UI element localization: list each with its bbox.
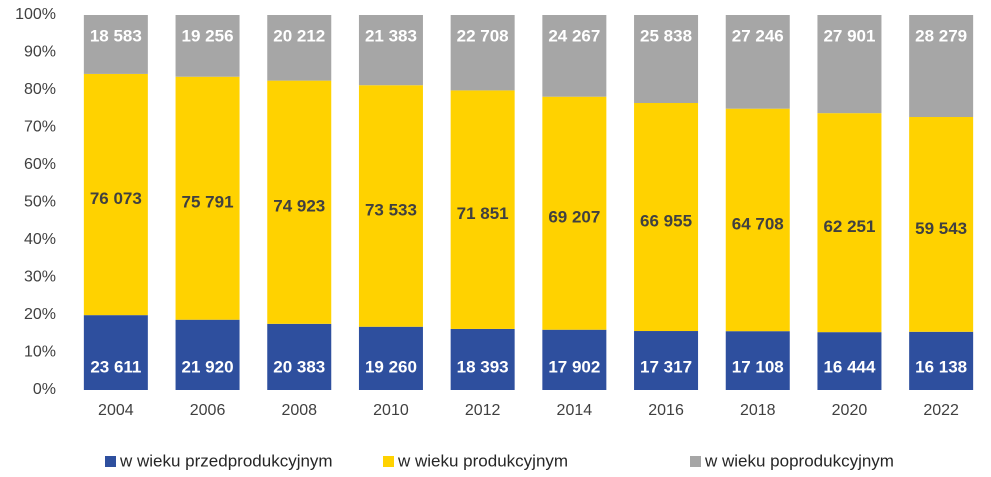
x-tick-label: 2006: [190, 402, 226, 419]
value-label: 16 444: [823, 357, 876, 376]
bar-segment: [542, 96, 607, 330]
x-tick-label: 2016: [648, 402, 684, 419]
legend-label: w wieku produkcyjnym: [397, 451, 568, 470]
bar-segment: [450, 90, 515, 329]
value-label: 28 279: [915, 26, 967, 45]
x-tick-label: 2008: [281, 402, 317, 419]
legend-label: w wieku poprodukcyjnym: [704, 451, 894, 470]
legend-label: w wieku przedprodukcyjnym: [119, 451, 333, 470]
y-tick-label: 10%: [24, 344, 56, 361]
bar-segment: [817, 332, 882, 390]
value-label: 27 246: [732, 26, 784, 45]
value-label: 64 708: [732, 214, 784, 233]
bar-segment: [83, 15, 148, 74]
value-label: 66 955: [640, 211, 692, 230]
value-label: 17 108: [732, 357, 784, 376]
value-label: 19 256: [182, 26, 234, 45]
x-tick-label: 2018: [740, 402, 776, 419]
value-label: 18 393: [457, 357, 509, 376]
bar-segment: [83, 73, 148, 316]
bar-segment: [358, 85, 423, 327]
value-label: 25 838: [640, 26, 692, 45]
bar-segment: [725, 331, 790, 390]
bar-segment: [358, 15, 423, 86]
x-tick-label: 2012: [465, 402, 501, 419]
bar-segment: [634, 331, 699, 390]
value-label: 21 383: [365, 26, 417, 45]
value-label: 21 920: [182, 357, 234, 376]
value-label: 75 791: [182, 193, 234, 212]
value-label: 20 212: [273, 26, 325, 45]
y-tick-label: 50%: [24, 194, 56, 211]
x-tick-label: 2014: [557, 402, 593, 419]
y-tick-label: 20%: [24, 306, 56, 323]
value-label: 62 251: [823, 217, 875, 236]
bar-segment: [725, 108, 790, 332]
bar-segment: [450, 15, 515, 91]
y-tick-label: 0%: [33, 381, 56, 398]
bar-segment: [83, 315, 148, 390]
value-label: 18 583: [90, 26, 142, 45]
value-label: 74 923: [273, 197, 325, 216]
legend-swatch: [105, 456, 116, 467]
bar-segment: [909, 15, 974, 118]
bar-segment: [542, 15, 607, 97]
y-tick-label: 100%: [15, 6, 56, 23]
bar-segment: [909, 331, 974, 390]
value-label: 17 317: [640, 357, 692, 376]
bar-segment: [267, 15, 332, 81]
bar-segment: [634, 15, 699, 103]
value-label: 20 383: [273, 357, 325, 376]
bar-segment: [267, 80, 332, 324]
value-label: 71 851: [457, 204, 509, 223]
bar-segment: [175, 319, 240, 390]
bar-segment: [175, 15, 240, 77]
y-tick-label: 40%: [24, 231, 56, 248]
value-label: 73 533: [365, 200, 417, 219]
legend-swatch: [690, 456, 701, 467]
bar-segment: [175, 76, 240, 320]
value-label: 19 260: [365, 357, 417, 376]
value-label: 22 708: [457, 26, 509, 45]
value-label: 24 267: [548, 26, 600, 45]
bar-segment: [358, 326, 423, 390]
value-label: 59 543: [915, 219, 967, 238]
x-tick-label: 2010: [373, 402, 409, 419]
y-tick-label: 30%: [24, 269, 56, 286]
value-label: 69 207: [548, 208, 600, 227]
bar-segment: [725, 15, 790, 109]
value-label: 23 611: [90, 357, 141, 376]
bar-segment: [267, 323, 332, 390]
bar-segment: [909, 117, 974, 332]
value-label: 17 902: [548, 357, 600, 376]
x-tick-label: 2020: [832, 402, 868, 419]
legend-swatch: [383, 456, 394, 467]
bar-segment: [542, 329, 607, 390]
value-label: 16 138: [915, 357, 967, 376]
bar-segment: [634, 102, 699, 332]
y-tick-label: 60%: [24, 156, 56, 173]
bar-segment: [817, 113, 882, 333]
value-label: 76 073: [90, 189, 142, 208]
bar-segment: [450, 328, 515, 390]
value-label: 27 901: [823, 26, 875, 45]
x-tick-label: 2022: [923, 402, 959, 419]
bar-segment: [817, 15, 882, 114]
y-tick-label: 80%: [24, 81, 56, 98]
y-tick-label: 90%: [24, 44, 56, 61]
x-tick-label: 2004: [98, 402, 134, 419]
y-tick-label: 70%: [24, 119, 56, 136]
